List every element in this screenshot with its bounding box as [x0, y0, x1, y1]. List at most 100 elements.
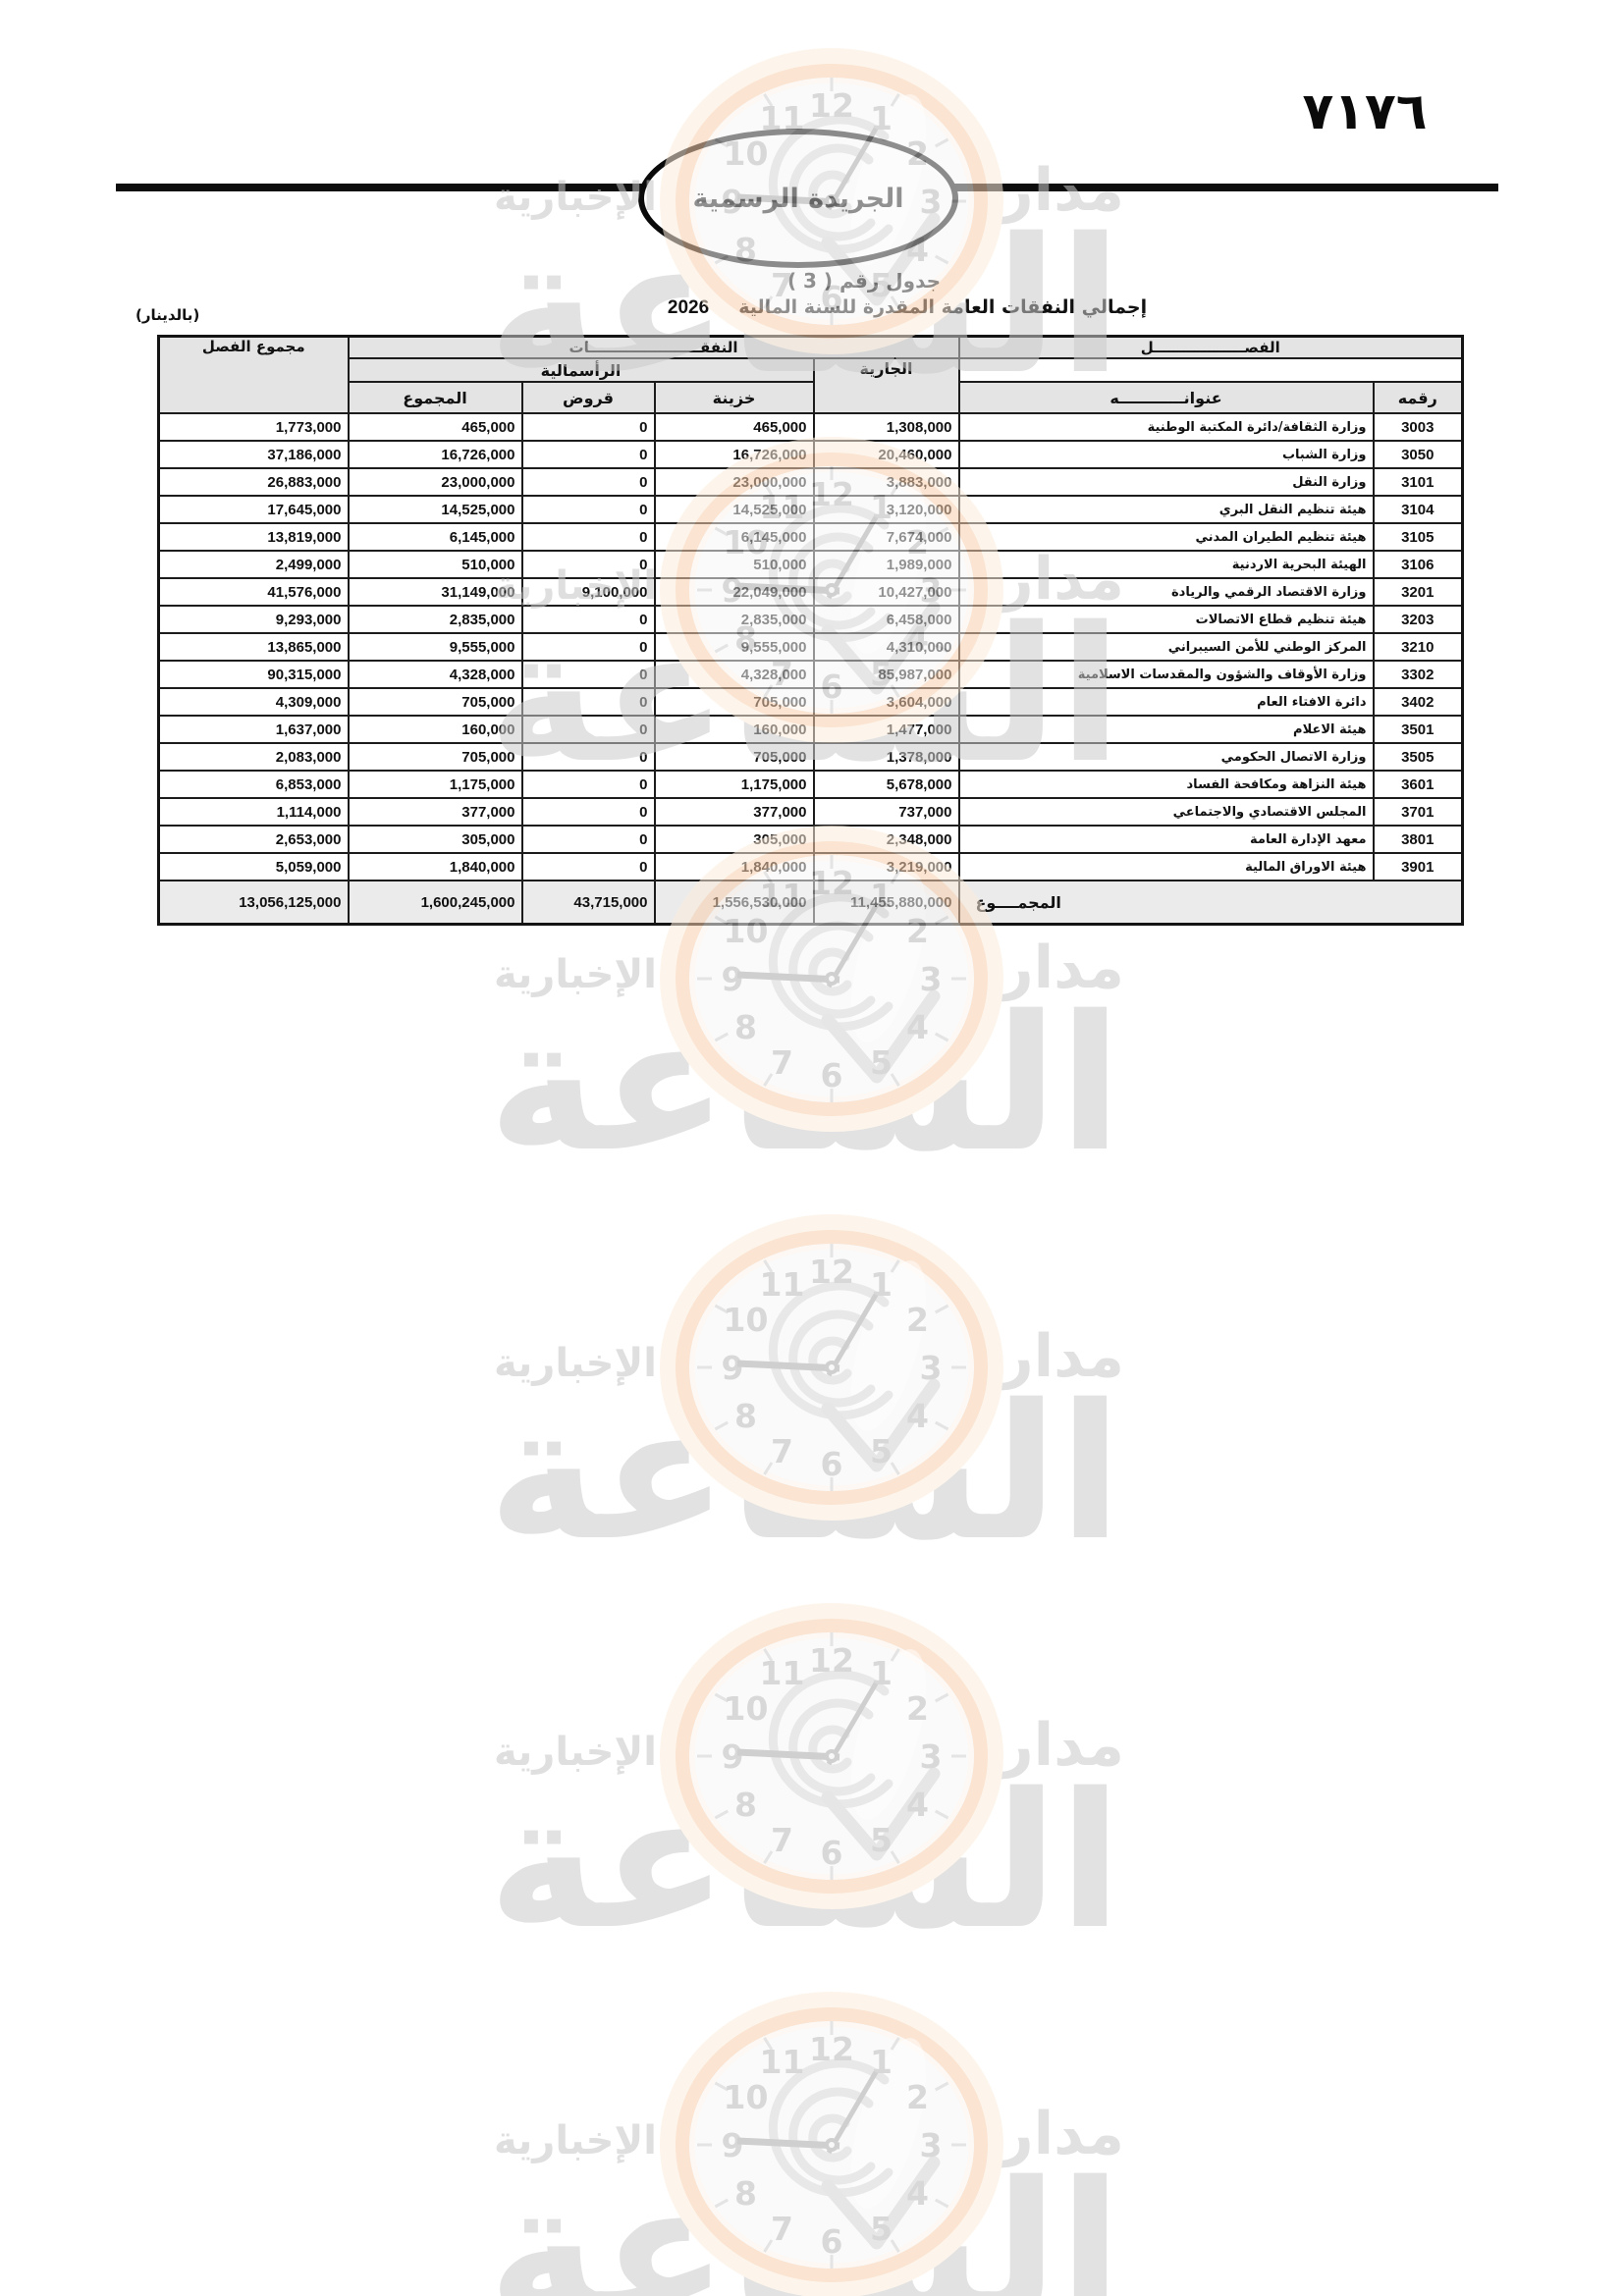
- svg-text:4: 4: [906, 2174, 929, 2213]
- current-expenditure-cell: 737,000: [812, 797, 960, 827]
- treasury-cell: 705,000: [653, 742, 815, 772]
- table-row: 3501 هيئة الاعلام 1,477,000 160,000 0 160,000…: [157, 715, 1464, 744]
- chapter-header-spacer: [957, 357, 1464, 383]
- loans-cell: 0: [520, 522, 656, 552]
- treasury-cell: 377,000: [653, 797, 815, 827]
- svg-text:5: 5: [870, 1821, 893, 1859]
- chapter-code-cell: 3203: [1372, 605, 1464, 634]
- chapter-code-cell: 3104: [1372, 495, 1464, 524]
- svg-text:9: 9: [722, 1737, 744, 1776]
- loans-cell: 0: [520, 742, 656, 772]
- watermark-brand-sub: الإخبارية: [494, 952, 657, 997]
- table-row: 3201 وزارة الاقتصاد الرقمي والريادة 10,427…: [157, 577, 1464, 607]
- chapter-title-cell: معهد الإدارة العامة: [957, 825, 1375, 854]
- capital-total-cell: 1,175,000: [347, 770, 523, 799]
- table-row: 3801 معهد الإدارة العامة 2,348,000 305,000 0…: [157, 825, 1464, 854]
- chapter-title-cell: هيئة تنظيم قطاع الاتصالات: [957, 605, 1375, 634]
- chapter-title-header: عنوانــــــــــــه: [957, 381, 1375, 414]
- table-row: 3601 هيئة النزاهة ومكافحة الفساد 5,678,000…: [157, 770, 1464, 799]
- svg-text:8: 8: [734, 1397, 757, 1435]
- svg-text:12: 12: [809, 86, 854, 125]
- svg-text:6: 6: [821, 1056, 843, 1095]
- totals-label-cell: المجمــــوع: [957, 880, 1464, 926]
- watermark-brand-main: الساعة: [487, 1364, 1122, 1581]
- svg-text:3: 3: [920, 2126, 943, 2164]
- svg-text:2: 2: [906, 1689, 929, 1728]
- header-row-subgroups: الجارية الرأسمالية: [159, 357, 1464, 414]
- chapter-code-cell: 3501: [1372, 715, 1464, 744]
- chapter-code-header: رقمه: [1372, 381, 1464, 414]
- capital-total-cell: 31,149,000: [347, 577, 523, 607]
- svg-text:12: 12: [809, 2030, 854, 2068]
- chapter-total-header: مجموع الفصل: [157, 335, 350, 414]
- chapter-code-cell: 3901: [1372, 852, 1464, 881]
- treasury-cell: 9,555,000: [653, 632, 815, 662]
- chapter-code-cell: 3101: [1372, 467, 1464, 497]
- chapter-title-cell: هيئة تنظيم النقل البري: [957, 495, 1375, 524]
- svg-text:5: 5: [870, 1432, 893, 1470]
- chapter-code-cell: 3050: [1372, 440, 1464, 469]
- chapter-title-cell: وزارة الاتصال الحكومي: [957, 742, 1375, 772]
- chapter-total-cell: 6,853,000: [157, 770, 350, 799]
- totals-capital-cell: 1,600,245,000: [347, 880, 523, 926]
- svg-text:8: 8: [734, 1786, 757, 1824]
- subtitle-text: إجمالي النفقات العامة المقدرة للسنة الما…: [738, 296, 1148, 318]
- current-expenditure-cell: 1,989,000: [812, 550, 960, 579]
- chapter-code-cell: 3402: [1372, 687, 1464, 717]
- svg-text:6: 6: [821, 1834, 843, 1872]
- loans-cell: 0: [520, 632, 656, 662]
- watermark-brand-main: الساعة: [487, 2142, 1122, 2296]
- totals-row: المجمــــوع 11,455,880,000 1,556,530,000…: [157, 880, 1464, 926]
- chapter-title-cell: دائرة الافتاء العام: [957, 687, 1375, 717]
- treasury-cell: 465,000: [653, 412, 815, 442]
- capital-total-cell: 377,000: [347, 797, 523, 827]
- currency-note: (بالدينار): [135, 306, 200, 324]
- treasury-cell: 160,000: [653, 715, 815, 744]
- table-row: 3003 وزارة الثقافة/دائرة المكتبة الوطنية 1…: [157, 412, 1464, 442]
- watermark-brand-right: مدار: [1000, 2100, 1124, 2168]
- table-body: 3003 وزارة الثقافة/دائرة المكتبة الوطنية 1…: [157, 412, 1464, 881]
- watermark-brand-sub: الإخبارية: [494, 1730, 657, 1775]
- chapter-total-cell: 41,576,000: [157, 577, 350, 607]
- capital-total-cell: 2,835,000: [347, 605, 523, 634]
- chapter-total-cell: 1,637,000: [157, 715, 350, 744]
- fiscal-year: 2026: [667, 297, 710, 318]
- capital-total-cell: 9,555,000: [347, 632, 523, 662]
- svg-text:10: 10: [724, 1689, 769, 1728]
- loans-cell: 0: [520, 770, 656, 799]
- table-row: 3105 هيئة تنظيم الطيران المدني 7,674,000 6,…: [157, 522, 1464, 552]
- svg-text:7: 7: [771, 2210, 793, 2248]
- svg-text:10: 10: [724, 2078, 769, 2116]
- totals-current-cell: 11,455,880,000: [812, 880, 960, 926]
- svg-text:10: 10: [724, 1301, 769, 1339]
- treasury-cell: 305,000: [653, 825, 815, 854]
- current-expenditure-cell: 4,310,000: [812, 632, 960, 662]
- current-expenditure-cell: 1,477,000: [812, 715, 960, 744]
- chapter-code-cell: 3210: [1372, 632, 1464, 662]
- loans-cell: 0: [520, 715, 656, 744]
- svg-text:3: 3: [920, 1737, 943, 1776]
- capital-total-cell: 510,000: [347, 550, 523, 579]
- chapter-title-cell: وزارة النقل: [957, 467, 1375, 497]
- treasury-cell: 22,049,000: [653, 577, 815, 607]
- watermark-brand-right: مدار: [1000, 934, 1124, 1002]
- capital-total-cell: 465,000: [347, 412, 523, 442]
- chapter-code-cell: 3601: [1372, 770, 1464, 799]
- chapter-title-cell: هيئة النزاهة ومكافحة الفساد: [957, 770, 1375, 799]
- svg-text:3: 3: [920, 1349, 943, 1387]
- current-expenditure-cell: 5,678,000: [812, 770, 960, 799]
- chapter-code-cell: 3302: [1372, 660, 1464, 689]
- table-subtitle: إجمالي النفقات العامة المقدرة للسنة الما…: [255, 296, 1559, 319]
- loans-cell: 0: [520, 412, 656, 442]
- svg-text:4: 4: [906, 1008, 929, 1046]
- chapter-total-cell: 90,315,000: [157, 660, 350, 689]
- capital-total-cell: 14,525,000: [347, 495, 523, 524]
- svg-text:2: 2: [906, 2078, 929, 2116]
- loans-cell: 9,100,000: [520, 577, 656, 607]
- table-row: 3402 دائرة الافتاء العام 3,604,000 705,000 0…: [157, 687, 1464, 717]
- current-expenditure-cell: 1,308,000: [812, 412, 960, 442]
- table-row: 3901 هيئة الاوراق المالية 3,219,000 1,840,0…: [157, 852, 1464, 881]
- chapter-title-cell: هيئة الاوراق المالية: [957, 852, 1375, 881]
- chapter-title-cell: المجلس الاقتصادي والاجتماعي: [957, 797, 1375, 827]
- treasury-cell: 510,000: [653, 550, 815, 579]
